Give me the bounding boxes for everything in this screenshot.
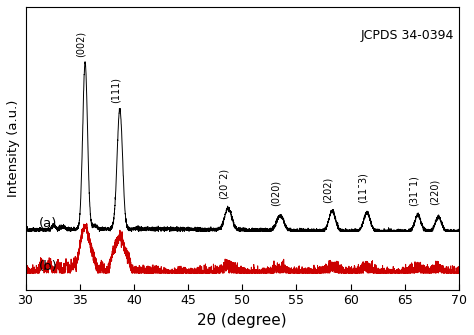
Text: (220): (220) — [429, 179, 439, 205]
Text: (20¯2): (20¯2) — [219, 168, 229, 199]
Text: (31¯1): (31¯1) — [409, 175, 419, 206]
Text: (11¯3): (11¯3) — [357, 172, 368, 203]
Y-axis label: Intensity (a.u.): Intensity (a.u.) — [7, 99, 20, 197]
Text: (a): (a) — [38, 217, 57, 229]
X-axis label: 2θ (degree): 2θ (degree) — [198, 313, 287, 328]
Text: (b): (b) — [38, 260, 57, 273]
Text: (002): (002) — [76, 30, 86, 57]
Text: JCPDS 34-0394: JCPDS 34-0394 — [360, 28, 454, 42]
Text: (020): (020) — [271, 180, 281, 206]
Text: (202): (202) — [323, 177, 333, 203]
Text: (111): (111) — [110, 77, 120, 103]
